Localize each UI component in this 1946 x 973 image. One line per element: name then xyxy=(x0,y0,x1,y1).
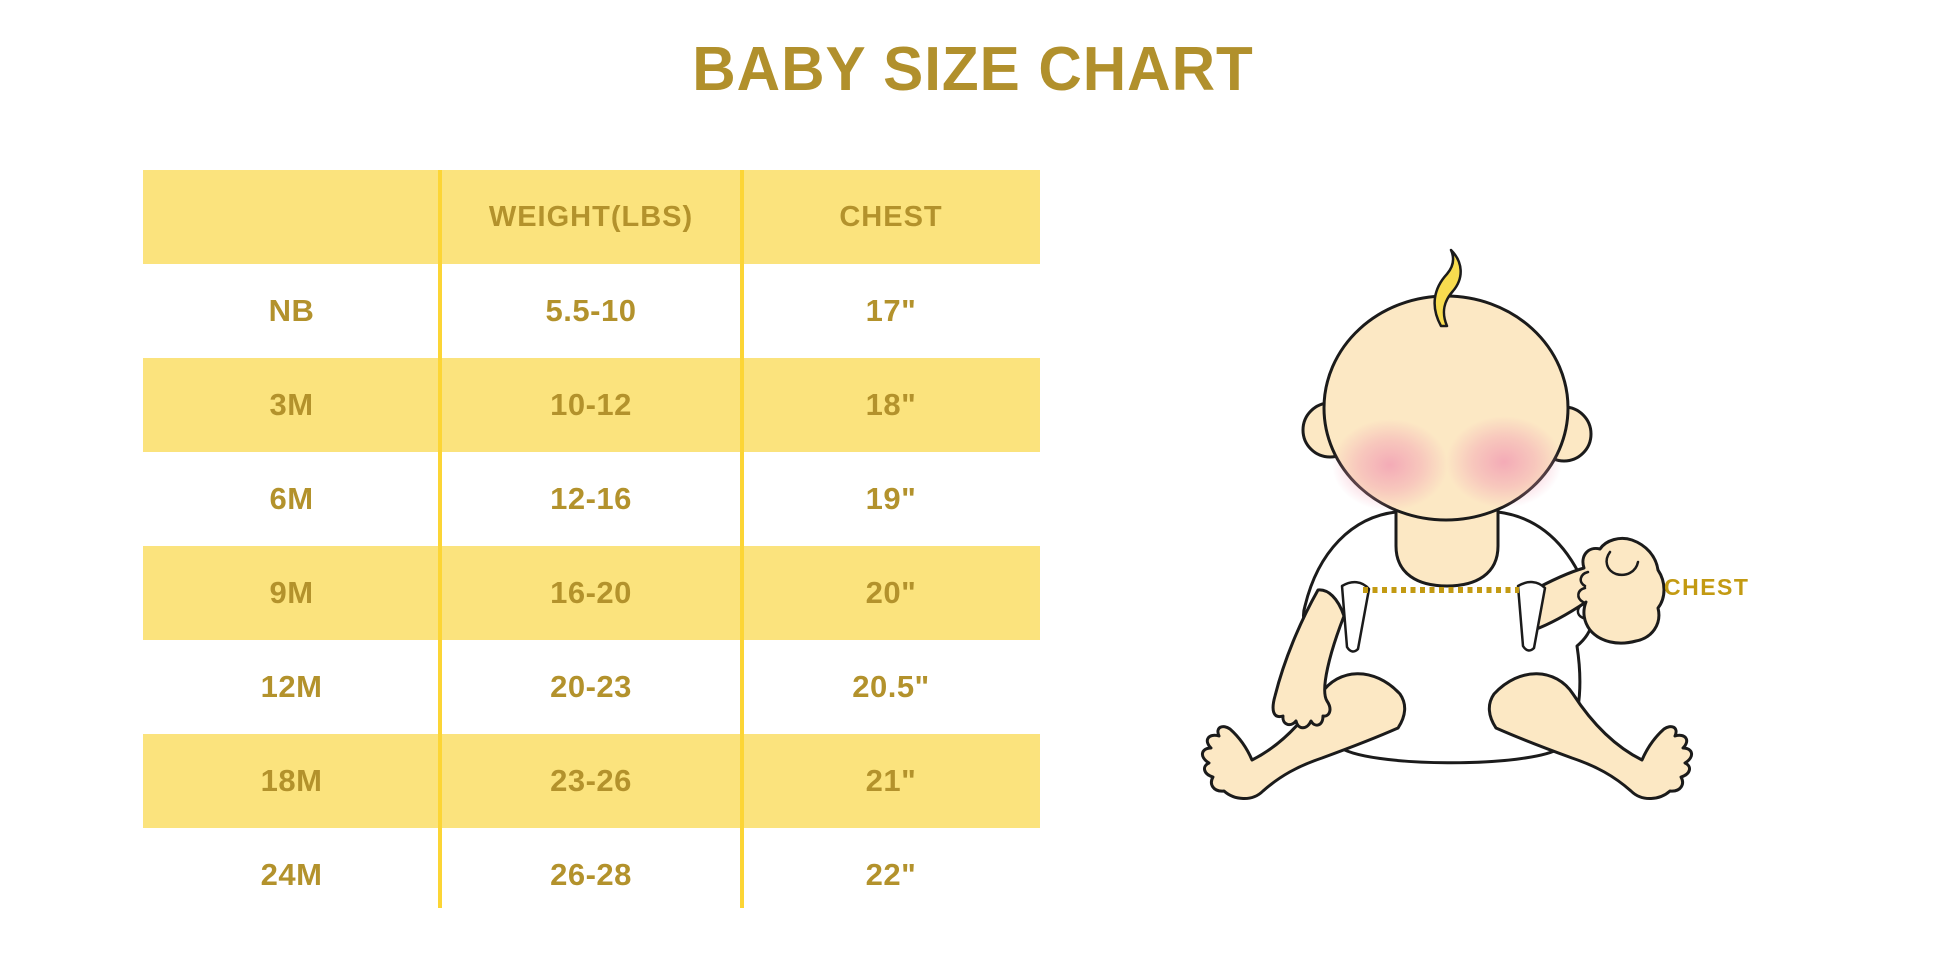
column-divider xyxy=(740,170,744,908)
baby-leg-left xyxy=(1201,672,1407,800)
table-header-row: WEIGHT(LBS) CHEST xyxy=(143,170,1040,264)
table-row: 24M 26-28 22" xyxy=(143,828,1040,922)
weight-cell: 5.5-10 xyxy=(545,293,637,328)
chest-cell: 22" xyxy=(865,857,917,892)
size-cell: NB xyxy=(268,293,315,328)
baby-leg-right xyxy=(1487,672,1693,800)
baby-neck xyxy=(1394,496,1500,588)
table-row: 3M 10-12 18" xyxy=(143,358,1040,452)
weight-cell: 12-16 xyxy=(550,481,632,516)
blush-left xyxy=(1332,419,1448,511)
chest-cell: 18" xyxy=(865,387,917,422)
chest-cell: 20" xyxy=(865,575,917,610)
baby-arm-left xyxy=(1271,588,1346,730)
column-divider xyxy=(438,170,442,908)
header-weight-cell: WEIGHT(LBS) xyxy=(488,200,694,233)
size-cell: 9M xyxy=(269,575,314,610)
chest-cell: 19" xyxy=(865,481,917,516)
baby-illustration-svg xyxy=(1201,248,1693,800)
size-cell: 18M xyxy=(260,763,323,798)
baby-illustration xyxy=(1180,230,1800,840)
sleeve-tip-left xyxy=(1340,580,1371,653)
table-row: 12M 20-23 20.5" xyxy=(143,640,1040,734)
fist-knuckle-lines xyxy=(1576,550,1640,620)
size-cell: 12M xyxy=(260,669,323,704)
table-row: NB 5.5-10 17" xyxy=(143,264,1040,358)
size-table: WEIGHT(LBS) CHEST NB 5.5-10 17" 3M 10-12… xyxy=(143,170,1040,922)
blush-right xyxy=(1446,416,1562,508)
size-cell: 3M xyxy=(269,387,314,422)
table-row: 9M 16-20 20" xyxy=(143,546,1040,640)
page-title: BABY SIZE CHART xyxy=(692,35,1254,104)
hair-curl xyxy=(1433,248,1462,328)
size-cell: 24M xyxy=(260,857,323,892)
header-chest-cell: CHEST xyxy=(839,200,943,233)
weight-cell: 10-12 xyxy=(550,387,632,422)
chest-cell: 20.5" xyxy=(852,669,930,704)
table-row: 18M 23-26 21" xyxy=(143,734,1040,828)
chest-label: CHEST xyxy=(1664,574,1750,600)
weight-cell: 20-23 xyxy=(550,669,632,704)
table-row: 6M 12-16 19" xyxy=(143,452,1040,546)
chest-cell: 21" xyxy=(865,763,917,798)
size-cell: 6M xyxy=(269,481,314,516)
sleeve-tip-right xyxy=(1516,580,1547,652)
weight-cell: 16-20 xyxy=(550,575,632,610)
weight-cell: 23-26 xyxy=(550,763,632,798)
weight-cell: 26-28 xyxy=(550,857,632,892)
chest-cell: 17" xyxy=(865,293,917,328)
baby-arm-right xyxy=(1523,536,1666,645)
